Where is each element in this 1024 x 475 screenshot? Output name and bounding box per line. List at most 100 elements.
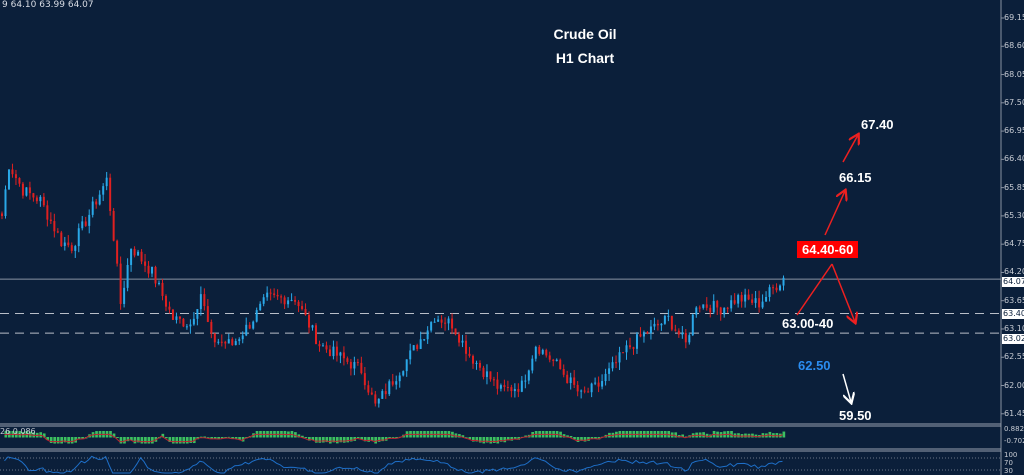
- macd-bar: [496, 437, 500, 444]
- candle-body: [423, 339, 426, 341]
- macd-bar: [119, 437, 123, 444]
- candle-body: [510, 387, 513, 392]
- macd-bar: [151, 437, 154, 444]
- candle-body: [280, 296, 283, 298]
- rsi-line: [4, 455, 783, 474]
- candle-body: [321, 345, 324, 347]
- candle-body: [342, 352, 345, 359]
- candle-body: [649, 326, 652, 334]
- candle-body: [437, 319, 440, 322]
- macd-bar: [304, 437, 308, 439]
- candle-body: [130, 248, 133, 265]
- candle-body: [234, 341, 237, 346]
- candle-body: [569, 377, 572, 384]
- macd-bar: [49, 437, 53, 444]
- macd-bar: [705, 433, 709, 438]
- candle-body: [684, 332, 687, 343]
- macd-bar: [391, 437, 395, 438]
- candle-body: [168, 306, 171, 310]
- candle-body: [210, 321, 213, 334]
- candle-body: [227, 339, 230, 344]
- candle-body: [273, 293, 276, 295]
- candle-body: [32, 193, 35, 198]
- candle-body: [566, 374, 569, 384]
- macd-bar: [130, 437, 133, 441]
- candle-body: [775, 287, 778, 291]
- macd-bar: [482, 437, 486, 444]
- candle-body: [374, 394, 377, 404]
- candle-body: [576, 384, 579, 392]
- macd-bar: [311, 437, 315, 441]
- candle-body: [398, 375, 401, 382]
- candle-body: [660, 323, 663, 326]
- candle-body: [485, 371, 488, 377]
- candle-body: [98, 194, 101, 205]
- candle-body: [325, 345, 328, 350]
- candle-body: [367, 385, 370, 393]
- candle-body: [102, 186, 105, 195]
- macd-bar: [506, 437, 510, 441]
- macd-bar: [475, 437, 479, 442]
- candle-body: [283, 297, 286, 305]
- candle-body: [674, 329, 677, 331]
- macd-bar: [199, 436, 203, 438]
- macd-bar: [81, 437, 84, 440]
- macd-bar: [754, 434, 758, 438]
- candle-body: [744, 294, 747, 302]
- y-tick-label: 63.65: [1004, 295, 1024, 305]
- rsi-tick-100: 100: [1004, 451, 1018, 459]
- macd-bar: [559, 431, 562, 438]
- candle-body: [615, 362, 618, 364]
- candle-body: [7, 169, 10, 190]
- candle-body: [517, 389, 520, 392]
- candle-body: [709, 307, 712, 313]
- candle-body: [151, 266, 154, 274]
- candle-body: [189, 324, 192, 327]
- candle-body: [733, 300, 736, 304]
- macd-bar: [203, 436, 207, 438]
- candle-body: [520, 380, 523, 392]
- candle-body: [451, 318, 454, 329]
- y-tick-label: 67.50: [1004, 97, 1024, 107]
- candle-body: [74, 246, 77, 251]
- macd-bar: [492, 437, 496, 443]
- macd-bar: [70, 437, 74, 444]
- macd-bar: [374, 437, 377, 444]
- macd-bar: [451, 431, 454, 438]
- candle-body: [126, 264, 129, 288]
- macd-bar: [39, 432, 43, 438]
- candle-body: [182, 318, 185, 327]
- macd-bar: [339, 437, 343, 443]
- candle-body: [140, 251, 143, 262]
- candle-body: [196, 309, 199, 319]
- candle-body: [14, 174, 17, 179]
- candle-body: [35, 197, 38, 202]
- candle-body: [231, 339, 234, 346]
- candle-body: [241, 335, 244, 340]
- candle-body: [318, 344, 321, 347]
- macd-bar: [171, 437, 175, 444]
- macd-bar: [730, 431, 733, 438]
- candle-body: [419, 339, 422, 349]
- candle-body: [656, 323, 659, 326]
- candle-body: [730, 300, 733, 309]
- candle-body: [698, 307, 701, 309]
- macd-bar: [458, 434, 461, 438]
- candle-body: [688, 335, 691, 343]
- candle-body: [290, 299, 293, 301]
- macd-bar: [566, 435, 569, 438]
- target-low-label: 59.50: [839, 408, 872, 423]
- macd-bar: [562, 434, 566, 438]
- candle-body: [587, 391, 590, 393]
- candle-body: [761, 301, 764, 308]
- candle-body: [663, 315, 666, 324]
- level-label-1: 63.40: [1002, 309, 1024, 319]
- candle-body: [642, 332, 645, 337]
- macd-bar: [461, 435, 465, 438]
- macd-bar: [485, 437, 489, 443]
- macd-bar: [315, 437, 318, 443]
- macd-bar: [168, 437, 172, 443]
- candle-body: [154, 266, 157, 284]
